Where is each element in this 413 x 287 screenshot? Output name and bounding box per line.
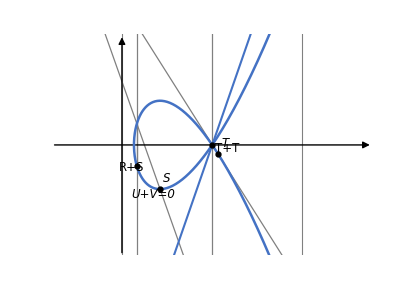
Text: T: T [221, 137, 228, 150]
Text: T+T: T+T [215, 142, 239, 155]
Text: S: S [163, 172, 170, 185]
Text: R+S: R+S [119, 161, 144, 174]
Text: U+V=0: U+V=0 [131, 188, 174, 201]
